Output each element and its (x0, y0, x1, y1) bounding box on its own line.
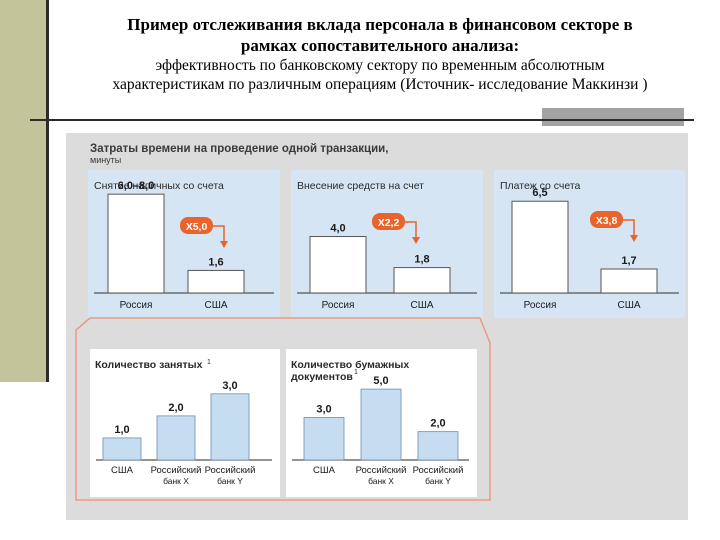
bottom-panel-1-value-1: 1,0 (114, 424, 129, 436)
bottom-panel-1-category-3-line-2: банк Y (217, 476, 243, 486)
bottom-panel-1-category-2-line-2: банк X (163, 476, 189, 486)
top-panel-1-ratio-badge (180, 217, 213, 234)
top-panel-3-ratio-label: X3,8 (596, 215, 618, 227)
top-panel-2-ratio-label: X2,2 (378, 217, 400, 229)
bottom-panel-1-bar-1 (102, 437, 142, 461)
top-panel-3-arrow-line (623, 219, 635, 237)
top-panel-3-value-2: 1,7 (621, 255, 636, 267)
title-line-1: Пример отслеживания вклада персонала в ф… (127, 15, 633, 34)
top-panel-2-title: Внесение средств на счет (297, 180, 424, 192)
bottom-panel-2-category-2-line-2: банк X (368, 476, 394, 486)
top-panel-2-ratio-badge (372, 213, 405, 230)
title-rule (30, 119, 694, 121)
figure-heading-line-1: Затраты времени на проведение одной тран… (90, 143, 388, 155)
top-panel-3-bar-2 (600, 268, 658, 294)
bottom-panel-2-value-2: 5,0 (373, 375, 388, 387)
top-panel-1-category-1: Россия (120, 300, 153, 311)
top-panel-2-category-2: США (410, 300, 433, 311)
top-panel-3-bar-1 (511, 200, 569, 294)
slide-sidebar (0, 0, 49, 382)
top-panel-3-ratio-badge (590, 211, 623, 228)
bottom-panel-1-bar-3 (210, 393, 250, 461)
top-panel-1-value-2: 1,6 (208, 256, 223, 268)
top-panel-1-ratio-label: X5,0 (186, 221, 208, 233)
top-panel-1-category-2: США (204, 300, 227, 311)
subtitle-line-2: характеристикам по различным операциям (… (112, 76, 648, 93)
bottom-panel-2-bar-2 (360, 388, 402, 461)
top-panel-1-title: Снятие наличных со счета (94, 180, 224, 192)
bottom-panel-2-value-1: 3,0 (316, 403, 331, 415)
bottom-panel-2-title-line-2: документов (291, 371, 353, 383)
top-panel-1-value-1: 6,0–8,0 (118, 180, 155, 192)
top-panel-3-arrow-head (630, 235, 638, 242)
figure-heading-line-2: минуты (90, 155, 121, 165)
slide-title: Пример отслеживания вклада персонала в ф… (60, 14, 700, 94)
top-panel-2-bar-1 (309, 236, 367, 294)
bottom-panel-1-category-2-line-1: Российский (151, 465, 202, 476)
top-panel-2-arrow-line (405, 221, 417, 239)
bottom-panel-1-value-3: 3,0 (222, 380, 237, 392)
top-panel-1-bar-1 (107, 193, 165, 294)
top-panel-1-bar-2 (187, 269, 245, 294)
bottom-panel-2-category-3-line-1: Российский (413, 465, 464, 476)
bottom-panel-2-category-2-line-1: Российский (356, 465, 407, 476)
bottom-panel-1-title-line-1: Количество занятых (95, 359, 203, 371)
bottom-panel-2-title-sup: 1 (354, 369, 358, 376)
top-panel-3-category-1: Россия (524, 300, 557, 311)
bottom-panel-2-category-1-line-1: США (313, 465, 336, 476)
bottom-panel-2-value-3: 2,0 (430, 418, 445, 430)
grey-decor-box (542, 108, 684, 126)
top-panel-1-arrow-line (213, 225, 225, 243)
top-panel-3-value-1: 6,5 (532, 187, 547, 199)
bottom-panel-2-category-3-line-2: банк Y (425, 476, 451, 486)
top-panel-2-bar-2 (393, 267, 451, 294)
bottom-panel-2-bar-3 (417, 431, 459, 461)
bottom-panel-1-category-3-line-1: Российский (205, 465, 256, 476)
top-panel-2-value-1: 4,0 (330, 223, 345, 235)
bottom-panel-1-category-1-line-1: США (111, 465, 134, 476)
top-panel-2-category-1: Россия (322, 300, 355, 311)
subtitle-line-1: эффективность по банковскому сектору по … (155, 57, 605, 74)
bottom-panel-1-title-sup: 1 (207, 359, 211, 366)
top-panel-3-category-2: США (617, 300, 640, 311)
top-panel-1-arrow-head (220, 241, 228, 248)
lower-frame (75, 317, 491, 501)
top-panel-3-title: Платеж со счета (500, 180, 581, 192)
bottom-panel-2-bar-1 (303, 417, 345, 461)
title-line-2: рамках сопоставительного анализа: (240, 36, 520, 55)
bottom-panel-2-title-line-1: Количество бумажных (291, 359, 409, 371)
bottom-panel-1-bar-2 (156, 415, 196, 461)
top-panel-2-arrow-head (412, 237, 420, 244)
bottom-panel-1-value-2: 2,0 (168, 402, 183, 414)
top-panel-2-value-2: 1,8 (414, 254, 429, 266)
